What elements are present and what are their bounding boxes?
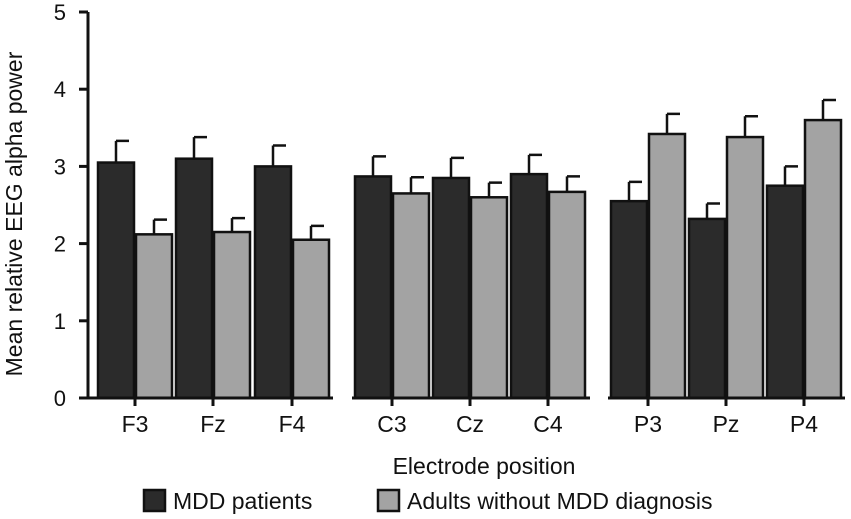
bar-control-p3 — [647, 132, 687, 400]
x-tick-label-p4: P4 — [790, 411, 818, 437]
bar-control-c4 — [547, 190, 587, 400]
error-bar — [743, 114, 758, 138]
error-bar — [114, 139, 129, 163]
bar-mdd-pz — [687, 217, 727, 400]
y-axis: 0 1 2 3 4 5 — [54, 0, 90, 411]
error-bar — [309, 224, 324, 240]
bar-control-f3 — [134, 233, 174, 400]
legend-swatch — [376, 488, 401, 513]
error-bar — [821, 98, 836, 121]
error-bar — [409, 175, 424, 194]
error-bar — [487, 181, 502, 198]
error-bar — [152, 218, 167, 235]
x-axis-title: Electrode position — [393, 453, 576, 479]
error-bar — [665, 112, 680, 134]
y-tick-label: 1 — [54, 309, 66, 334]
legend-label: Adults without MDD diagnosis — [407, 488, 713, 514]
error-bar — [705, 202, 720, 219]
legend-swatch — [142, 488, 167, 513]
x-axis: F3 Fz F4 C3 Cz C4 P3 Pz P4 — [86, 396, 845, 437]
error-bar — [230, 216, 245, 233]
error-bar — [627, 180, 642, 202]
x-tick-label-c3: C3 — [377, 411, 406, 437]
bar-control-c3 — [391, 192, 431, 400]
bar-control-p4 — [803, 118, 843, 400]
bar-mdd-p4 — [765, 184, 805, 400]
error-bar — [527, 153, 542, 175]
error-bar — [271, 144, 286, 167]
bar-mdd-f4 — [253, 165, 293, 400]
bar-mdd-f3 — [96, 161, 136, 400]
bar-mdd-c3 — [353, 175, 393, 400]
x-tick-label-p3: P3 — [634, 411, 662, 437]
x-tick-label-fz: Fz — [200, 411, 226, 437]
y-tick-label: 3 — [54, 154, 66, 179]
x-tick-label-cz: Cz — [456, 411, 484, 437]
y-tick-label: 0 — [54, 386, 66, 411]
error-bar — [449, 156, 464, 178]
error-bar — [192, 135, 207, 159]
bar-mdd-cz — [431, 176, 471, 400]
bar-mdd-p3 — [609, 199, 649, 400]
error-bar — [371, 155, 386, 177]
y-tick-label: 5 — [54, 0, 66, 25]
y-axis-title: Mean relative EEG alpha power — [1, 51, 27, 376]
bar-mdd-fz — [174, 157, 214, 400]
legend: MDD patients Adults without MDD diagnosis — [142, 488, 713, 514]
bar-control-fz — [212, 230, 252, 400]
x-tick-label-f4: F4 — [279, 411, 306, 437]
x-tick-label-c4: C4 — [533, 411, 563, 437]
bars — [96, 118, 843, 400]
error-bar — [783, 165, 798, 186]
x-tick-label-f3: F3 — [122, 411, 149, 437]
legend-label: MDD patients — [173, 488, 312, 514]
error-bars — [114, 98, 836, 240]
bar-control-pz — [725, 135, 765, 400]
bar-control-f4 — [291, 238, 331, 400]
bar-control-cz — [469, 196, 509, 400]
y-tick-label: 4 — [54, 77, 66, 102]
error-bar — [565, 175, 580, 192]
bar-mdd-c4 — [509, 172, 549, 400]
y-tick-label: 2 — [54, 232, 66, 257]
x-tick-label-pz: Pz — [713, 411, 740, 437]
